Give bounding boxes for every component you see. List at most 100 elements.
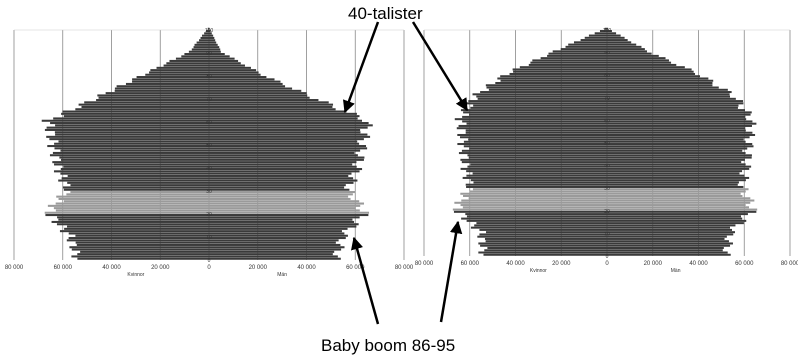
x-tick-label: 60 000 <box>346 265 365 271</box>
bar-male <box>607 93 730 96</box>
bar-female <box>125 82 209 85</box>
annotation-arrows <box>343 21 469 325</box>
bar-female <box>63 200 209 203</box>
bar-male <box>209 78 275 81</box>
bar-female <box>468 156 607 159</box>
bar-male <box>607 228 732 231</box>
bar-female <box>468 100 607 103</box>
bar-female <box>149 71 209 74</box>
bar-female <box>463 111 607 114</box>
age-tick-label: 30 <box>604 186 610 192</box>
bar-male <box>607 244 731 247</box>
bar-female <box>188 50 209 53</box>
bar-male <box>607 206 749 209</box>
bar-female <box>77 253 209 256</box>
bar-male <box>607 190 746 193</box>
bar-female <box>519 66 607 69</box>
bar-male <box>607 143 753 146</box>
bar-female <box>67 174 210 177</box>
annotation-arrow <box>343 21 380 114</box>
bar-female <box>480 91 607 94</box>
bar-female <box>528 63 607 66</box>
bar-male <box>209 237 346 240</box>
age-tick-label: 20 <box>604 209 610 215</box>
bar-male <box>607 204 746 207</box>
bar-male <box>607 138 744 141</box>
bar-male <box>607 95 731 98</box>
bar-female <box>56 195 209 198</box>
bar-male <box>209 53 225 56</box>
bar-male <box>209 255 338 258</box>
bar-female <box>565 45 607 48</box>
bar-male <box>209 105 333 108</box>
bar-male <box>607 109 745 112</box>
bar-male <box>607 152 746 155</box>
bar-male <box>607 197 751 200</box>
bar-female <box>472 188 607 191</box>
bar-male <box>209 211 370 214</box>
bar-female <box>465 131 607 134</box>
bar-male <box>209 36 215 39</box>
bar-male <box>607 179 746 182</box>
bar-female <box>62 186 209 189</box>
bar-male <box>607 235 727 238</box>
bar-male <box>607 195 743 198</box>
bar-female <box>467 165 607 168</box>
bar-male <box>209 71 259 74</box>
bar-female <box>63 115 210 118</box>
bar-male <box>607 215 741 218</box>
bar-female <box>487 246 607 249</box>
bar-female <box>150 69 209 72</box>
bar-male <box>607 102 744 105</box>
bar-female <box>500 79 607 82</box>
bar-male <box>607 100 744 103</box>
bar-male <box>209 170 360 173</box>
bar-male <box>209 195 349 198</box>
x-tick-label: 60 000 <box>461 261 480 267</box>
bar-male <box>209 80 281 83</box>
bar-male <box>607 154 752 157</box>
bar-female <box>58 218 210 221</box>
age-tick-label: 40 <box>604 164 610 170</box>
bar-male <box>607 82 713 85</box>
bar-female <box>467 154 607 157</box>
bar-male <box>209 76 267 79</box>
bar-female <box>461 161 607 164</box>
bar-female <box>78 103 209 106</box>
bar-female <box>452 208 607 211</box>
bar-male <box>209 243 341 246</box>
bar-male <box>209 216 360 219</box>
bar-female <box>71 248 209 251</box>
x-tick-label: 80 000 <box>395 265 414 271</box>
bar-female <box>547 54 607 57</box>
bar-female <box>468 138 607 141</box>
annotation-arrow <box>439 220 463 323</box>
bar-male <box>209 119 363 122</box>
x-tick-label: 20 000 <box>552 261 571 267</box>
bar-female <box>207 27 209 30</box>
bar-male <box>607 32 617 35</box>
bar-female <box>50 122 209 125</box>
bar-male <box>209 204 361 207</box>
bar-female <box>55 124 209 127</box>
bar-male <box>607 118 747 121</box>
bar-male <box>209 110 347 113</box>
bar-female <box>60 149 209 152</box>
bar-female <box>163 64 209 67</box>
bar-female <box>46 135 210 138</box>
age-tick-label: 60 <box>206 120 212 126</box>
bar-female <box>466 185 607 188</box>
bar-male <box>209 87 293 90</box>
population-pyramid-right: 0 10 20 30 40 50 60 70 80 90 100 80 000 60 000 40 000… <box>415 27 798 274</box>
bar-female <box>454 201 607 204</box>
bar-male <box>209 200 360 203</box>
bar-female <box>461 149 607 152</box>
bar-female <box>456 127 607 130</box>
bar-female <box>532 59 607 62</box>
bar-male <box>209 39 216 42</box>
bar-male <box>607 66 685 69</box>
bar-female <box>66 239 209 242</box>
bar-male <box>209 92 307 95</box>
bar-female <box>145 73 209 76</box>
bar-male <box>607 86 719 89</box>
